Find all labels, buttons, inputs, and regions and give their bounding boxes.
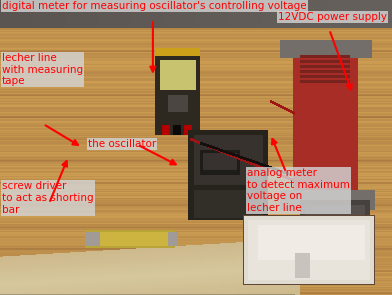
Text: analog meter
to detect maximum
voltage on
lecher line: analog meter to detect maximum voltage o… — [247, 168, 350, 213]
Text: 12VDC power supply: 12VDC power supply — [278, 12, 387, 22]
Text: lecher line
with measuring
tape: lecher line with measuring tape — [2, 53, 83, 86]
Text: the oscillator: the oscillator — [88, 139, 156, 149]
Text: screw driver
to act as shorting
bar: screw driver to act as shorting bar — [2, 181, 94, 215]
Text: digital meter for measuring oscillator's controlling voltage: digital meter for measuring oscillator's… — [2, 1, 307, 11]
